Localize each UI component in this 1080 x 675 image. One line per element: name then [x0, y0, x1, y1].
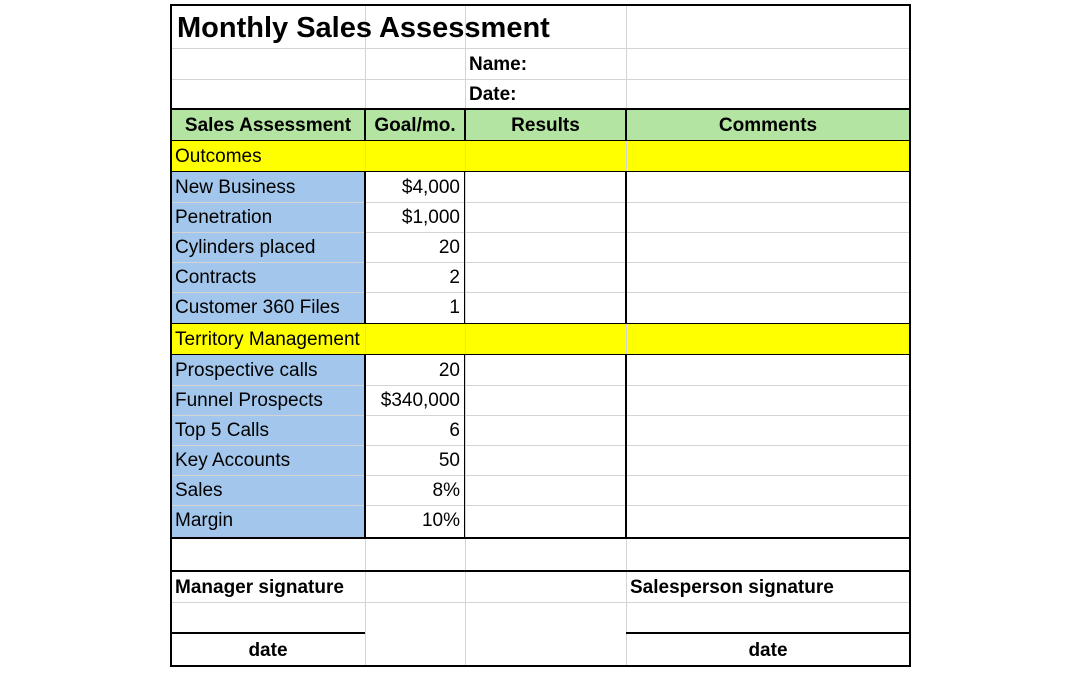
- row-label: Key Accounts: [175, 449, 291, 471]
- gridline: [170, 385, 911, 386]
- manager-signature-line: [170, 632, 365, 634]
- row-label: Cylinders placed: [175, 236, 316, 258]
- gridline: [170, 415, 911, 416]
- gridline: [170, 602, 911, 603]
- row-goal: 8%: [432, 479, 460, 501]
- gridline: [465, 4, 466, 667]
- section-title-outcomes: Outcomes: [175, 145, 262, 167]
- border-blank-row: [170, 570, 911, 572]
- gridline: [170, 262, 911, 263]
- row-goal: 2: [449, 266, 460, 288]
- row-goal: 6: [449, 419, 460, 441]
- row-goal: $4,000: [401, 176, 460, 198]
- row-goal: 1: [449, 297, 460, 318]
- row-label: Top 5 Calls: [175, 419, 269, 441]
- gridline: [170, 79, 911, 80]
- gridline: [170, 292, 911, 293]
- border-outcomes-end: [170, 323, 911, 324]
- row-goal: 20: [438, 236, 460, 258]
- col-divider: [625, 108, 627, 141]
- manager-date-label: date: [248, 639, 288, 661]
- outcomes-label-column: [170, 172, 365, 323]
- header-sales-assessment: Sales Assessment: [184, 115, 352, 136]
- section-title-territory: Territory Management: [175, 328, 360, 350]
- row-goal: $340,000: [380, 389, 460, 411]
- col-divider: [625, 171, 627, 324]
- page-title: Monthly Sales Assessment: [177, 11, 550, 44]
- row-goal: 20: [438, 359, 460, 381]
- col-divider: [464, 108, 466, 141]
- border-bottom: [170, 665, 911, 667]
- manager-signature-label: Manager signature: [175, 576, 344, 598]
- header-results: Results: [511, 115, 580, 136]
- row-goal: $1,000: [401, 206, 460, 228]
- gridline: [170, 475, 911, 476]
- border-outcomes-bottom: [170, 171, 911, 172]
- border-header-top: [170, 108, 911, 110]
- row-label: Prospective calls: [175, 359, 318, 381]
- row-goal: 10%: [421, 510, 460, 531]
- salesperson-date-label: date: [748, 639, 788, 661]
- header-row: [170, 109, 911, 140]
- gridline: [365, 4, 366, 667]
- gridline: [170, 505, 911, 506]
- col-divider: [364, 354, 366, 539]
- col-divider: [464, 354, 465, 539]
- row-label: Funnel Prospects: [175, 389, 323, 411]
- border-right: [909, 4, 911, 667]
- border-header-bottom: [170, 140, 911, 141]
- section-band-outcomes: [170, 141, 911, 172]
- col-divider: [625, 354, 627, 539]
- salesperson-signature-line: [626, 632, 911, 634]
- row-label: Margin: [175, 510, 234, 531]
- assessment-sheet: Monthly Sales Assessment Name: Date: Sal…: [170, 4, 911, 667]
- border-top: [170, 4, 911, 6]
- gridline: [170, 445, 911, 446]
- row-label: Sales: [175, 479, 223, 501]
- border-left: [170, 4, 172, 667]
- section-band-territory: [170, 324, 911, 355]
- header-goal: Goal/mo.: [374, 115, 456, 136]
- col-divider: [364, 108, 366, 141]
- row-goal: 50: [438, 449, 460, 471]
- header-comments: Comments: [718, 115, 818, 136]
- row-label: Customer 360 Files: [175, 297, 340, 318]
- gridline: [626, 4, 627, 667]
- gridline: [170, 232, 911, 233]
- border-table-end: [170, 537, 911, 539]
- name-label: Name:: [469, 53, 528, 75]
- row-label: Penetration: [175, 206, 273, 228]
- row-label: New Business: [175, 176, 296, 198]
- date-label: Date:: [469, 83, 517, 105]
- gridline: [170, 202, 911, 203]
- gridline: [170, 48, 911, 49]
- row-label: Contracts: [175, 266, 257, 288]
- col-divider: [464, 171, 465, 324]
- salesperson-signature-label: Salesperson signature: [630, 576, 834, 598]
- col-divider: [364, 171, 366, 324]
- border-territory-bottom: [170, 354, 911, 355]
